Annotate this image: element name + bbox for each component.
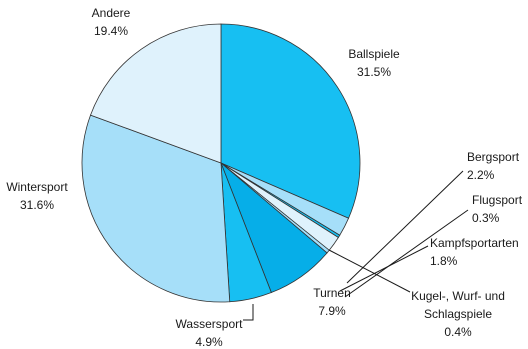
slice-label-4: Kugel-, Wurf- und Schlagspiele 0.4% [411,289,505,339]
slice-value-label: 2.2% [467,168,495,182]
leader-line-2 [344,209,469,298]
slice-name-label: Wintersport [6,180,68,194]
slice-name-label: Bergsport [467,150,520,164]
slice-name-label: Wassersport [176,317,244,331]
slice-label-7: Wintersport 31.6% [6,180,68,212]
leader-line-1 [346,170,464,284]
slice-label-3: Kampfsportarten 1.8% [430,236,519,268]
slice-value-label: 0.4% [444,325,472,339]
slice-value-label: 31.5% [357,65,391,79]
leader-line-6 [243,304,254,321]
slice-value-label: 1.8% [430,254,458,268]
slice-value-label: 31.6% [20,198,54,212]
slice-name-label: Andere [92,6,131,20]
slice-label-0: Ballspiele 31.5% [348,47,400,79]
slice-name-label: Turnen [313,286,351,300]
slice-name-label: Kampfsportarten [430,236,519,250]
slice-label-1: Bergsport 2.2% [467,150,520,182]
slice-label-8: Andere 19.4% [92,6,131,38]
slice-value-label: 0.3% [472,211,500,225]
pie-slice-andere [90,23,222,164]
slice-labels: Ballspiele 31.5% Bergsport 2.2% Flugsport 0.3… [6,6,522,349]
leader-lines [243,170,469,321]
slice-name-label: Flugsport [472,193,523,207]
slice-label-2: Flugsport 0.3% [472,193,523,225]
slice-label-6: Wassersport 4.9% [176,317,244,349]
slice-value-label: 19.4% [94,24,128,38]
leader-line-4 [328,249,411,293]
pie-slice-wintersport [81,114,231,303]
slice-value-label: 7.9% [318,304,346,318]
leader-line-3 [339,245,429,292]
slice-name-label: Ballspiele [348,47,400,61]
slice-name-label: Kugel-, Wurf- und [411,289,505,303]
pie-slice-ballspiele [220,23,361,219]
pie-slices [81,23,361,303]
slice-value-label: 4.9% [195,335,223,349]
slice-name-label: Schlagspiele [424,307,492,321]
slice-label-5: Turnen 7.9% [313,286,351,318]
